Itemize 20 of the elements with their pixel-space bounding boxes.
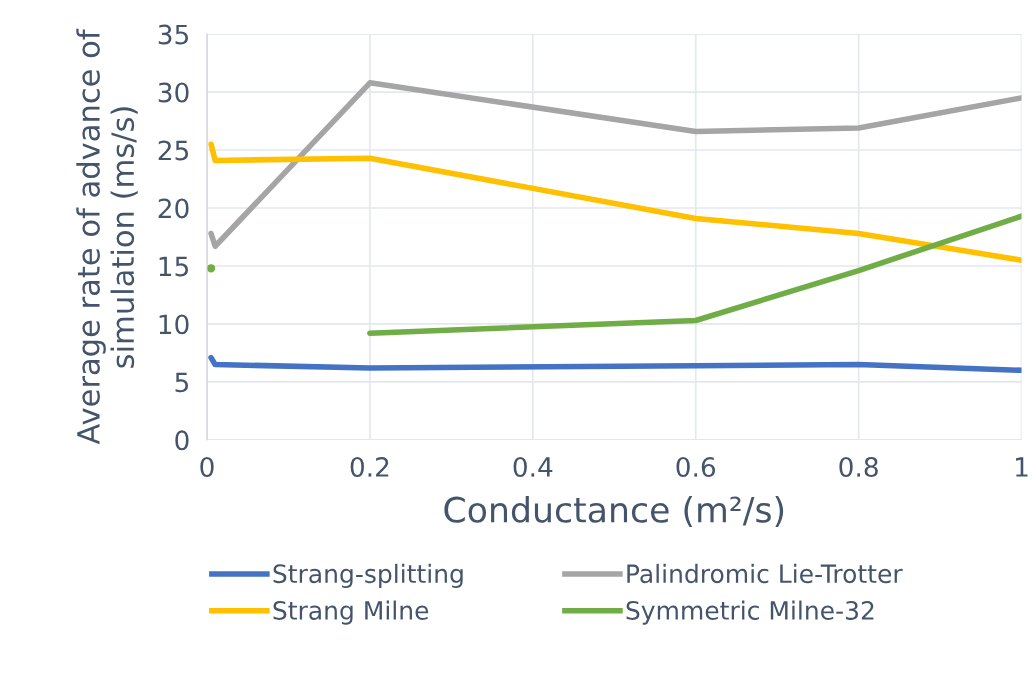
y-tick-label: 15: [159, 256, 189, 277]
y-axis-title: Average rate of advance of simulation (ms/s): [76, 28, 138, 445]
legend-label: Strang Milne: [273, 600, 429, 625]
y-tick-label: 0: [175, 430, 189, 451]
x-tick-label: 1: [1016, 457, 1028, 477]
x-tick-label: 0.6: [676, 457, 716, 477]
y-tick-label: 30: [158, 82, 189, 103]
y-tick-label: 35: [158, 24, 189, 45]
y-tick-label: 25: [158, 140, 189, 161]
y-tick-label: 5: [175, 372, 189, 393]
y-tick-label: 10: [159, 314, 189, 335]
legend-label: Palindromic Lie-Trotter: [627, 563, 903, 584]
x-tick-label: 0.8: [839, 457, 878, 477]
legend-label: Strang-splitting: [273, 563, 463, 589]
x-axis-title: Conductance (m²/s): [444, 495, 784, 527]
x-tick-label: 0.2: [350, 457, 389, 477]
x-tick-label: 0: [200, 457, 214, 477]
x-tick-label: 0.4: [513, 457, 553, 477]
legend-label: Symmetric Milne-32: [626, 600, 874, 625]
y-tick-label: 20: [158, 198, 189, 219]
